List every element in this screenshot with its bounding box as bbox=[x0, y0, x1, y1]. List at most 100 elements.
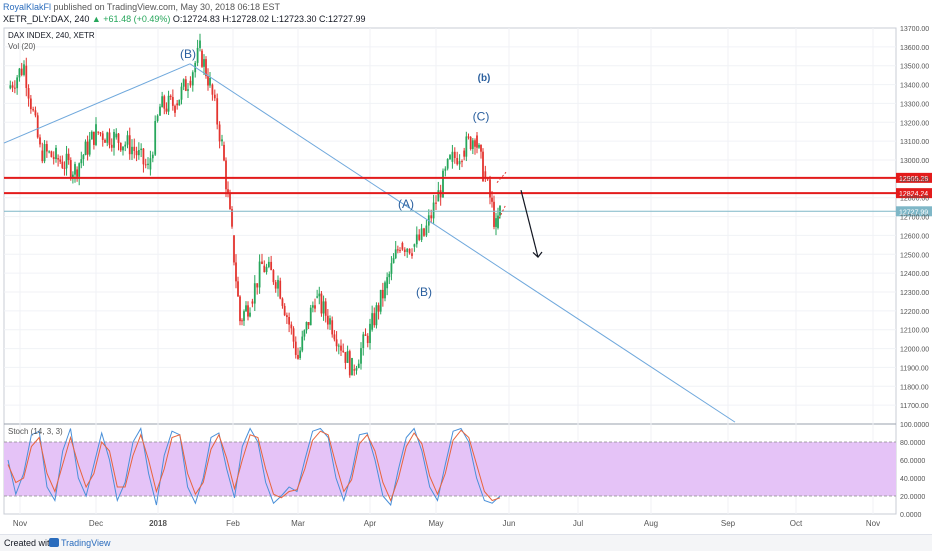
candle-body bbox=[241, 320, 243, 322]
stoch-y-tick-label: 20.0000 bbox=[900, 494, 925, 501]
y-tick-label: 12800.00 bbox=[900, 196, 929, 203]
stoch-y-tick-label: 60.0000 bbox=[900, 458, 925, 465]
candle-body bbox=[203, 59, 205, 67]
candle-body bbox=[45, 144, 48, 152]
candle-body bbox=[93, 131, 95, 145]
candle-body bbox=[318, 293, 321, 297]
candle-body bbox=[270, 261, 273, 271]
candle-body bbox=[159, 106, 161, 116]
candle-body bbox=[137, 149, 140, 156]
y-tick-label: 12000.00 bbox=[900, 347, 929, 354]
candle-body bbox=[18, 68, 21, 78]
candle-body bbox=[101, 133, 104, 140]
candle-body bbox=[140, 148, 143, 150]
candle-body bbox=[57, 158, 60, 160]
candle-body bbox=[235, 262, 237, 282]
candle-body bbox=[131, 146, 133, 155]
wave-label: (A) bbox=[398, 197, 414, 211]
candle-body bbox=[115, 133, 118, 138]
price-change: ▲ +61.48 (+0.49%) bbox=[91, 14, 171, 24]
x-tick-label: Sep bbox=[721, 519, 736, 528]
arrow-shaft bbox=[520, 190, 539, 258]
candle-body bbox=[167, 95, 170, 112]
candle-body bbox=[340, 345, 342, 351]
x-tick-label: Mar bbox=[291, 519, 305, 528]
tradingview-link[interactable]: TradingView bbox=[61, 538, 111, 548]
candle-body bbox=[237, 281, 239, 297]
candle-body bbox=[311, 305, 314, 308]
candle-body bbox=[263, 265, 266, 273]
price-level-tag bbox=[896, 172, 932, 183]
ohlc-values: O:12724.83 H:12728.02 L:12723.30 C:12727… bbox=[172, 14, 366, 24]
wave-label: (B) bbox=[416, 285, 432, 299]
candle-body bbox=[243, 311, 245, 321]
candle-body bbox=[36, 115, 39, 138]
candle-body bbox=[335, 339, 338, 347]
candle-body bbox=[82, 155, 85, 160]
candle-body bbox=[283, 305, 286, 316]
price-level-label: 12905.28 bbox=[899, 176, 928, 183]
candle-body bbox=[74, 164, 76, 175]
y-tick-label: 11900.00 bbox=[900, 365, 929, 372]
candle-body bbox=[78, 163, 81, 177]
arrow-head bbox=[532, 251, 543, 259]
candle-body bbox=[231, 209, 233, 227]
plot-frame bbox=[3, 27, 897, 515]
candle-body bbox=[299, 350, 302, 358]
candle-body bbox=[265, 266, 268, 273]
candle-body bbox=[189, 80, 192, 86]
annotations: DAX INDEX, 240, XETR Vol (20) (B) (b) (C) (A)… bbox=[8, 31, 490, 436]
candle-body bbox=[444, 168, 447, 171]
candle-body bbox=[144, 164, 147, 166]
chart-svg[interactable]: 12905.28 12824.24 12727.99 11700.00 11800.0… bbox=[0, 0, 932, 534]
candle-body bbox=[425, 225, 428, 236]
candle-body bbox=[191, 72, 194, 86]
candle-body bbox=[161, 96, 164, 108]
candle-body bbox=[377, 305, 380, 312]
candle-body bbox=[435, 202, 437, 204]
candle-body bbox=[119, 142, 122, 151]
candle-body bbox=[482, 151, 484, 182]
candle-body bbox=[251, 301, 254, 304]
candle-body bbox=[128, 135, 131, 155]
candle-body bbox=[449, 155, 451, 160]
candle-body bbox=[154, 120, 157, 155]
candle-body bbox=[71, 174, 74, 178]
candle-body bbox=[279, 280, 282, 299]
candle-body bbox=[292, 328, 295, 342]
stoch-y-tick-label: 80.0000 bbox=[900, 440, 925, 447]
price-level-tag bbox=[896, 206, 932, 217]
candle-body bbox=[41, 150, 44, 162]
candle-body bbox=[301, 336, 304, 351]
candle-body bbox=[27, 88, 30, 99]
y-tick-label: 13500.00 bbox=[900, 64, 929, 71]
x-tick-label: Apr bbox=[364, 519, 377, 528]
candle-body bbox=[272, 270, 275, 283]
candle-body bbox=[213, 94, 216, 99]
candle-body bbox=[399, 250, 401, 252]
candle-body bbox=[474, 140, 476, 147]
candle-body bbox=[432, 202, 435, 219]
candle-body bbox=[322, 301, 325, 314]
candle-body bbox=[458, 161, 461, 165]
candle-body bbox=[267, 261, 270, 267]
candle-body bbox=[48, 151, 51, 153]
candle-body bbox=[281, 298, 284, 306]
candle-body bbox=[11, 85, 14, 88]
candle-body bbox=[196, 47, 199, 63]
candle-body bbox=[9, 85, 12, 89]
candle-body bbox=[497, 215, 499, 228]
author-link[interactable]: RoyalKlakFl bbox=[3, 2, 52, 12]
candle-body bbox=[25, 65, 28, 89]
candle-body bbox=[142, 148, 145, 165]
candle-body bbox=[316, 296, 319, 298]
candle-body bbox=[169, 95, 172, 98]
candle-body bbox=[76, 169, 78, 177]
candle-body bbox=[67, 153, 70, 161]
candle-body bbox=[381, 289, 384, 299]
candle-body bbox=[478, 144, 480, 148]
candle-body bbox=[13, 87, 16, 89]
candle-body bbox=[113, 131, 115, 148]
x-tick-label: 2018 bbox=[149, 519, 167, 528]
candle-body bbox=[476, 135, 478, 148]
